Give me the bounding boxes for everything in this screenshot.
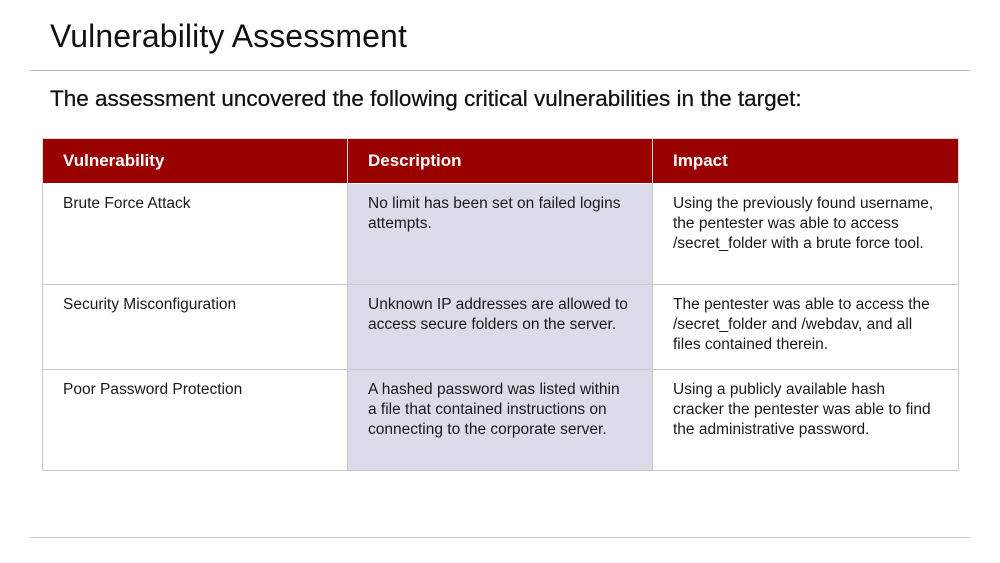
description-cell: No limit has been set on failed logins a… bbox=[347, 183, 653, 285]
footer-divider bbox=[30, 537, 970, 538]
vulnerability-cell: Security Misconfiguration bbox=[42, 284, 348, 370]
table-row: Security Misconfiguration Unknown IP add… bbox=[42, 284, 959, 370]
impact-cell: Using the previously found username, the… bbox=[652, 183, 959, 285]
impact-cell: The pentester was able to access the /se… bbox=[652, 284, 959, 370]
slide-title: Vulnerability Assessment bbox=[50, 18, 407, 54]
description-cell: A hashed password was listed within a fi… bbox=[347, 369, 653, 471]
column-header-description: Description bbox=[347, 138, 653, 184]
column-header-impact: Impact bbox=[652, 138, 959, 184]
slide-subtitle: The assessment uncovered the following c… bbox=[50, 86, 802, 111]
column-header-vulnerability: Vulnerability bbox=[42, 138, 348, 184]
impact-cell: Using a publicly available hash cracker … bbox=[652, 369, 959, 471]
table-row: Poor Password Protection A hashed passwo… bbox=[42, 369, 959, 471]
vulnerability-cell: Poor Password Protection bbox=[42, 369, 348, 471]
vulnerability-cell: Brute Force Attack bbox=[42, 183, 348, 285]
table-row: Brute Force Attack No limit has been set… bbox=[42, 183, 959, 285]
table-header-row: Vulnerability Description Impact bbox=[42, 138, 959, 184]
vulnerability-table: Vulnerability Description Impact Brute F… bbox=[42, 138, 959, 471]
title-divider bbox=[30, 70, 970, 71]
description-cell: Unknown IP addresses are allowed to acce… bbox=[347, 284, 653, 370]
